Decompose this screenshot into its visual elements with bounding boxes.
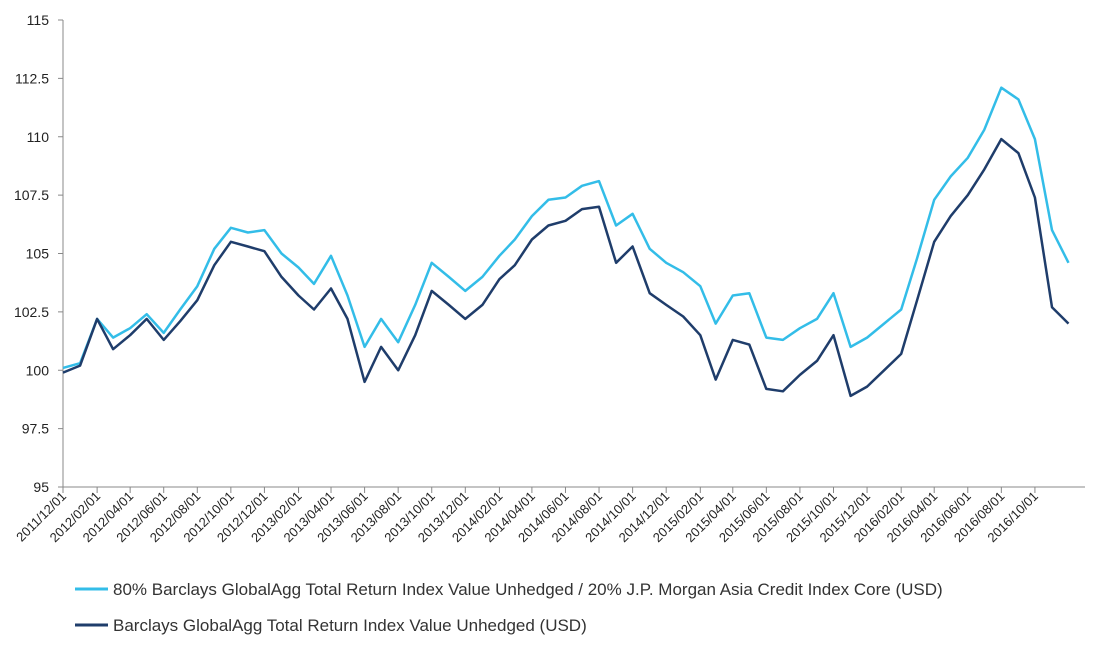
legend: 80% Barclays GlobalAgg Total Return Inde… (75, 580, 943, 635)
series-line-1 (62, 86, 1070, 370)
y-tick-label: 97.5 (22, 421, 49, 437)
y-tick-label: 102.5 (14, 304, 49, 320)
y-axis: 95 97.5 100 102.5 105 107.5 110 112.5 115 (14, 12, 64, 495)
x-axis: 2011/12/012012/02/012012/04/012012/06/01… (13, 486, 1085, 545)
legend-label-2: Barclays GlobalAgg Total Return Index Va… (113, 616, 587, 635)
y-tick-label: 105 (26, 246, 50, 262)
series-layer (62, 86, 1070, 398)
legend-label-1: 80% Barclays GlobalAgg Total Return Inde… (113, 580, 943, 599)
y-tick-label: 115 (27, 12, 50, 28)
y-tick-label: 95 (33, 479, 49, 495)
y-tick-label: 107.5 (14, 187, 49, 203)
y-tick-label: 112.5 (15, 70, 49, 86)
y-tick-label: 110 (27, 129, 50, 145)
y-tick-label: 100 (26, 362, 50, 378)
series-line-2 (62, 137, 1070, 398)
